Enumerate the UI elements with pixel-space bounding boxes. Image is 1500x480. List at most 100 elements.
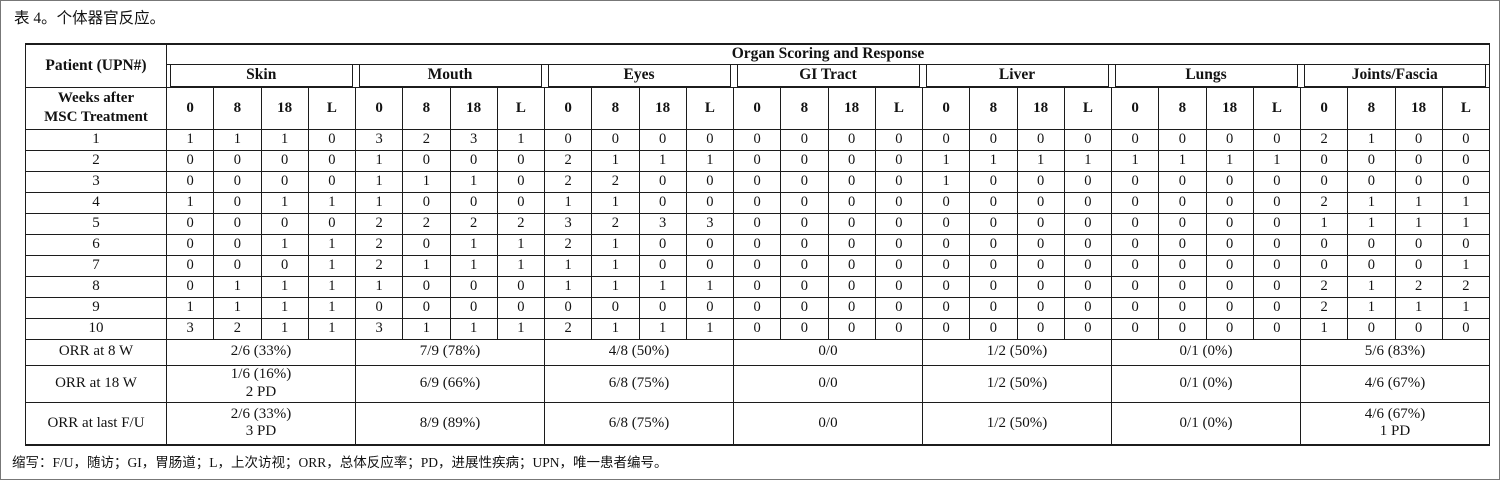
- score-cell-gi-tract: 0: [780, 275, 829, 298]
- score-cell-gi-tract: 0: [874, 212, 924, 235]
- score-cell-lungs: 0: [1252, 317, 1302, 340]
- score-cell-gi-tract: 0: [732, 128, 782, 151]
- score-cell-mouth: 0: [402, 191, 451, 214]
- score-cell-skin: 0: [213, 170, 262, 193]
- organ-header-eyes: Eyes: [547, 64, 731, 87]
- score-cell-eyes: 2: [543, 233, 593, 256]
- organ-header-mouth: Mouth: [358, 64, 542, 87]
- table-caption: 表 4。个体器官反应。: [14, 10, 166, 27]
- score-cell-gi-tract: 0: [732, 254, 782, 277]
- summary-value-line: 7/9 (78%): [419, 343, 481, 360]
- score-cell-skin: 1: [307, 296, 357, 319]
- score-cell-mouth: 2: [354, 212, 404, 235]
- score-cell-skin: 1: [213, 275, 262, 298]
- score-cell-joints-fascia: 0: [1441, 170, 1491, 193]
- patient-row-label: 7: [25, 254, 167, 277]
- patient-row-label: 4: [25, 191, 167, 214]
- score-cell-skin: 0: [165, 233, 215, 256]
- summary-row: ORR at 18 W 1/6 (16%) 2 PD 6/9 (66%) 6/8 (75…: [25, 364, 1490, 403]
- score-cell-eyes: 3: [638, 212, 687, 235]
- score-cell-eyes: 1: [591, 191, 640, 214]
- summary-value-line: 1/2 (50%): [986, 414, 1048, 431]
- score-cell-mouth: 1: [449, 317, 498, 340]
- score-cell-joints-fascia: 0: [1441, 149, 1491, 172]
- score-cell-liver: 0: [1063, 296, 1113, 319]
- patient-row-label: 8: [25, 275, 167, 298]
- summary-cell-gi-tract: 0/0: [733, 401, 923, 446]
- week-col-header: 18: [449, 86, 498, 130]
- score-cell-gi-tract: 0: [827, 275, 876, 298]
- score-cell-skin: 0: [213, 254, 262, 277]
- score-cell-lungs: 0: [1158, 170, 1207, 193]
- score-cell-eyes: 0: [638, 233, 687, 256]
- week-col-header: 0: [732, 86, 782, 130]
- organ-header-joints-fascia: Joints/Fascia: [1303, 64, 1486, 87]
- score-cell-gi-tract: 0: [780, 191, 829, 214]
- score-cell-joints-fascia: 0: [1347, 233, 1396, 256]
- score-cell-lungs: 0: [1252, 275, 1302, 298]
- score-cell-lungs: 0: [1205, 317, 1254, 340]
- score-cell-liver: 1: [1016, 149, 1065, 172]
- score-cell-liver: 0: [921, 191, 971, 214]
- score-cell-skin: 1: [165, 128, 215, 151]
- summary-value-line: 3 PD: [245, 423, 277, 440]
- score-cell-joints-fascia: 0: [1394, 128, 1443, 151]
- score-cell-joints-fascia: 0: [1441, 317, 1491, 340]
- week-col-header: 18: [1394, 86, 1443, 130]
- score-cell-lungs: 0: [1158, 128, 1207, 151]
- summary-value-line: 1 PD: [1379, 423, 1411, 440]
- weeks-header-line: Weeks after: [57, 89, 135, 106]
- score-cell-joints-fascia: 0: [1299, 170, 1349, 193]
- score-cell-mouth: 1: [354, 170, 404, 193]
- week-col-header: 8: [402, 86, 451, 130]
- score-cell-gi-tract: 0: [874, 317, 924, 340]
- score-cell-lungs: 0: [1205, 233, 1254, 256]
- summary-cell-eyes: 6/8 (75%): [544, 401, 734, 446]
- summary-value-line: 2/6 (33%): [230, 343, 292, 360]
- score-cell-lungs: 0: [1158, 212, 1207, 235]
- score-cell-mouth: 0: [402, 149, 451, 172]
- score-cell-lungs: 1: [1158, 149, 1207, 172]
- score-cell-eyes: 0: [591, 296, 640, 319]
- score-cell-lungs: 0: [1252, 170, 1302, 193]
- score-cell-skin: 0: [213, 212, 262, 235]
- score-cell-joints-fascia: 2: [1299, 128, 1349, 151]
- summary-cell-skin: 2/6 (33%) 3 PD: [166, 401, 356, 446]
- score-cell-skin: 0: [307, 170, 357, 193]
- week-col-header: L: [1441, 86, 1491, 130]
- score-cell-lungs: 0: [1158, 191, 1207, 214]
- score-cell-skin: 0: [260, 212, 309, 235]
- score-cell-eyes: 2: [543, 149, 593, 172]
- week-col-header: 8: [213, 86, 262, 130]
- score-cell-liver: 0: [1063, 275, 1113, 298]
- summary-cell-skin: 2/6 (33%): [166, 338, 356, 366]
- summary-row-label: ORR at 18 W: [25, 364, 167, 403]
- score-cell-skin: 0: [260, 254, 309, 277]
- weeks-after-msc-header: Weeks after MSC Treatment: [25, 87, 167, 130]
- score-cell-joints-fascia: 1: [1347, 275, 1396, 298]
- score-cell-mouth: 1: [496, 128, 546, 151]
- score-cell-skin: 0: [307, 212, 357, 235]
- score-cell-mouth: 1: [354, 149, 404, 172]
- score-cell-joints-fascia: 0: [1394, 149, 1443, 172]
- abbreviations-footnote: 缩写：F/U，随访；GI，胃肠道；L，上次访视；ORR，总体反应率；PD，进展性…: [12, 455, 668, 470]
- score-cell-skin: 1: [213, 128, 262, 151]
- score-cell-gi-tract: 0: [874, 275, 924, 298]
- week-col-header: 8: [780, 86, 829, 130]
- score-cell-lungs: 1: [1205, 149, 1254, 172]
- organ-response-table: Patient (UPN#) Organ Scoring and Response…: [25, 43, 1491, 446]
- score-cell-joints-fascia: 2: [1394, 275, 1443, 298]
- score-cell-gi-tract: 0: [780, 317, 829, 340]
- score-cell-skin: 1: [307, 317, 357, 340]
- summary-value-line: 0/0: [818, 343, 838, 360]
- score-cell-lungs: 0: [1252, 128, 1302, 151]
- score-cell-lungs: 0: [1205, 296, 1254, 319]
- summary-cell-mouth: 8/9 (89%): [355, 401, 545, 446]
- score-cell-gi-tract: 0: [732, 275, 782, 298]
- score-cell-liver: 0: [969, 233, 1018, 256]
- summary-value-line: 6/9 (66%): [419, 374, 481, 391]
- summary-cell-eyes: 6/8 (75%): [544, 364, 734, 403]
- score-cell-liver: 1: [969, 149, 1018, 172]
- score-cell-lungs: 0: [1205, 254, 1254, 277]
